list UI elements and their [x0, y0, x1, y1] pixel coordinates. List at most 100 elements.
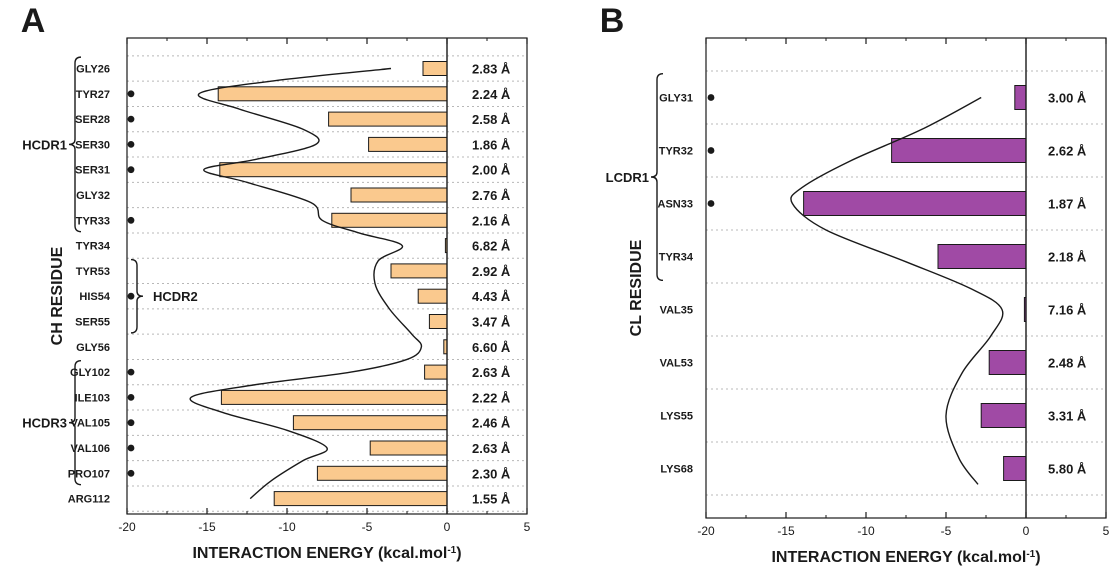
x-tick-label: 0 [444, 520, 451, 534]
distance-label: 2.48 Å [1048, 356, 1087, 371]
distance-label: 2.30 Å [472, 466, 511, 481]
region-brace [68, 56, 82, 233]
bar-lys55 [980, 403, 1027, 428]
y-tick-label: TYR34 [76, 241, 111, 253]
distance-label: 2.63 Å [472, 365, 511, 380]
y-tick-label: TYR27 [76, 89, 110, 101]
interaction-dot [127, 216, 135, 224]
distance-label: 2.46 Å [472, 416, 511, 431]
bar-val105 [292, 415, 448, 431]
bar-ile103 [220, 389, 448, 405]
distance-label: 1.55 Å [472, 492, 511, 507]
y-tick-label: GLY32 [76, 190, 110, 202]
distance-label: 2.58 Å [472, 112, 511, 127]
y-tick-label: SER55 [75, 317, 110, 329]
bar-pro107 [316, 465, 448, 481]
x-tick-label: -20 [118, 520, 136, 534]
x-tick-label: 0 [1023, 524, 1030, 538]
bar-tyr33 [331, 212, 448, 228]
bar-ser55 [428, 314, 448, 329]
panel-letter: B [600, 2, 625, 40]
panel-a: A -20 -15 -10 -5 0 5 INTERACTION ENERGY (kcal.m… [21, 2, 531, 562]
plot-frame [705, 37, 1107, 519]
y-tick-label: SER31 [75, 165, 110, 177]
y-tick-label: ARG112 [68, 494, 110, 506]
bar-ser28 [328, 111, 448, 127]
panel-letter: A [21, 2, 46, 40]
x-tick-label: -20 [697, 524, 715, 538]
region-label: LCDR1 [606, 170, 649, 185]
y-tick-label: GLY102 [70, 367, 110, 379]
x-tick-label: 5 [524, 520, 531, 534]
bar-gly102 [424, 364, 448, 380]
plot-frame [126, 37, 528, 515]
distance-label: 1.87 Å [1048, 197, 1087, 212]
x-tick-label: -5 [362, 520, 373, 534]
interaction-dot [127, 115, 135, 123]
region-label: HCDR2 [153, 289, 198, 304]
distance-label: 1.86 Å [472, 137, 511, 152]
y-tick-label: ILE103 [75, 392, 110, 404]
distance-label: 2.92 Å [472, 264, 511, 279]
region-label: HCDR3 [22, 416, 67, 431]
bar-tyr34 [937, 244, 1027, 269]
y-tick-label: TYR33 [76, 215, 110, 227]
bar-tyr53 [390, 263, 448, 279]
bar-asn33 [803, 191, 1027, 216]
bar-gly26 [422, 61, 448, 76]
interaction-dot [707, 200, 715, 207]
distance-label: 2.22 Å [472, 390, 511, 405]
distance-label: 6.60 Å [472, 340, 511, 355]
interaction-dot [707, 147, 715, 154]
bar-gly31 [1014, 85, 1027, 110]
x-axis-title: INTERACTION ENERGY (kcal.mol-1) [192, 545, 461, 563]
y-tick-label: LYS68 [660, 464, 693, 476]
distance-label: 2.62 Å [1048, 144, 1087, 159]
y-tick-label: VAL53 [660, 358, 693, 370]
distance-label: 3.00 Å [1048, 91, 1087, 106]
distance-label: 2.63 Å [472, 441, 511, 456]
region-brace [130, 258, 144, 334]
y-tick-label: GLY31 [659, 93, 693, 105]
bar-ser31 [219, 162, 448, 178]
trend-curve [189, 67, 423, 500]
interaction-dot [127, 90, 135, 98]
bar-arg112 [273, 491, 448, 507]
distance-label: 6.82 Å [472, 239, 511, 254]
x-tick-label: -10 [278, 520, 296, 534]
interaction-dot [127, 292, 135, 300]
y-tick-label: TYR32 [659, 146, 693, 158]
distance-label: 7.16 Å [1048, 303, 1087, 318]
y-tick-label: LYS55 [660, 411, 693, 423]
trend-curve [790, 96, 1004, 485]
interaction-dot [707, 94, 715, 101]
y-tick-label: GLY26 [76, 64, 110, 76]
bar-tyr32 [891, 138, 1027, 163]
distance-label: 2.83 Å [472, 62, 511, 77]
distance-label: 2.18 Å [1048, 250, 1087, 265]
distance-label: 2.16 Å [472, 213, 511, 228]
distance-label: 2.00 Å [472, 163, 511, 178]
region-brace [68, 360, 82, 486]
y-tick-label: GLY56 [76, 342, 110, 354]
bar-val106 [369, 440, 448, 456]
interaction-dot [127, 419, 135, 427]
region-label: HCDR1 [22, 137, 67, 152]
interaction-dot [127, 469, 135, 477]
y-tick-label: HIS54 [79, 291, 110, 303]
y-tick-label: SER28 [75, 114, 110, 126]
y-tick-label: PRO107 [68, 468, 110, 480]
interaction-dot [127, 166, 135, 174]
distance-label: 2.76 Å [472, 188, 511, 203]
bar-ser30 [368, 136, 448, 152]
y-tick-label: SER30 [75, 139, 110, 151]
y-axis-title: CL RESIDUE [628, 239, 645, 336]
y-tick-label: TYR53 [76, 266, 110, 278]
x-tick-label: -15 [198, 520, 216, 534]
y-tick-label: VAL106 [70, 443, 110, 455]
panel-b: B -20 -15 -10 -5 0 5 INTERACTION ENERGY (kcal.m… [600, 2, 1110, 566]
interaction-dot [127, 394, 135, 401]
bar-his54 [417, 288, 448, 304]
interaction-dot [127, 141, 135, 148]
